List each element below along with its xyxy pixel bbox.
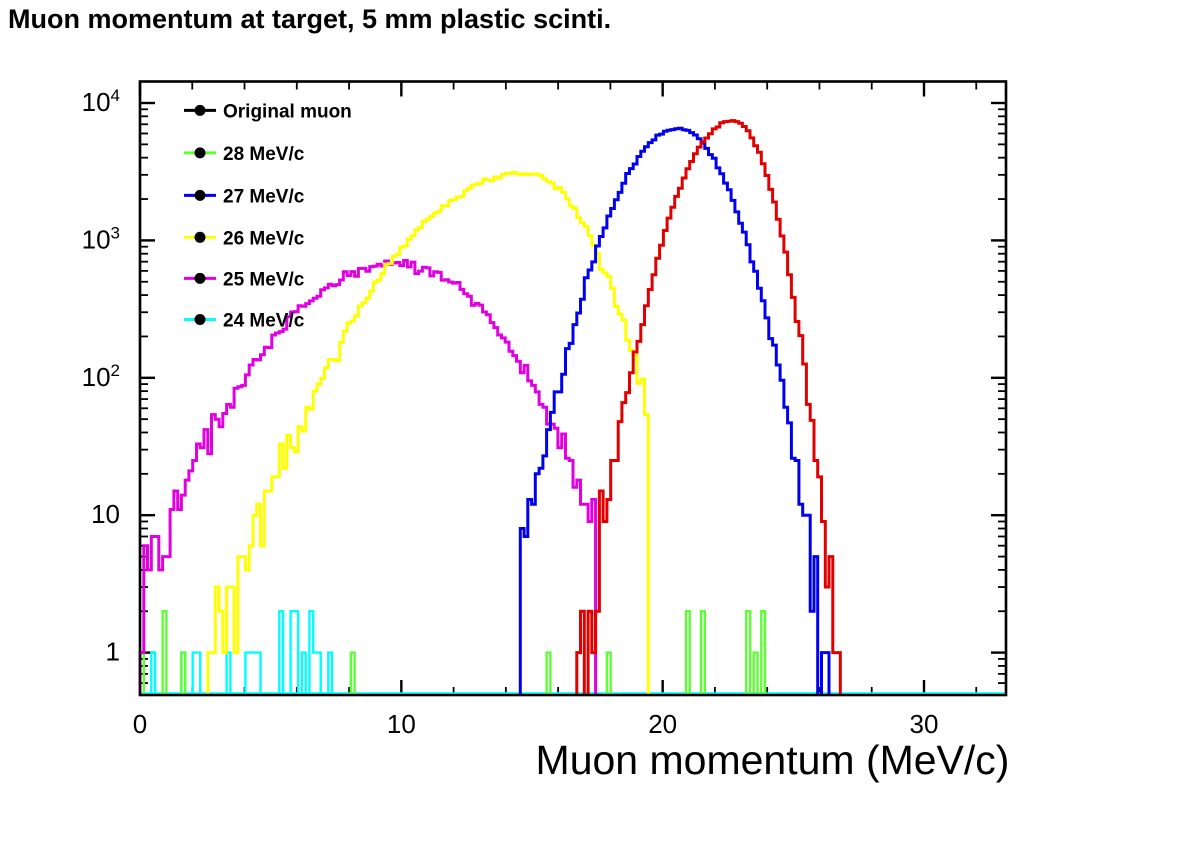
- svg-text:24 MeV/c: 24 MeV/c: [223, 311, 305, 332]
- svg-text:103: 103: [82, 223, 120, 254]
- svg-text:20: 20: [648, 709, 677, 739]
- svg-text:26 MeV/c: 26 MeV/c: [223, 228, 305, 249]
- svg-text:1: 1: [106, 637, 120, 667]
- svg-text:10: 10: [387, 709, 416, 739]
- svg-text:30: 30: [910, 709, 939, 739]
- svg-text:Muon momentum (MeV/c): Muon momentum (MeV/c): [536, 737, 1010, 783]
- svg-text:104: 104: [82, 86, 120, 117]
- svg-text:Original muon: Original muon: [223, 101, 352, 122]
- svg-text:102: 102: [82, 361, 120, 392]
- svg-text:25 MeV/c: 25 MeV/c: [223, 269, 305, 290]
- svg-text:27 MeV/c: 27 MeV/c: [223, 186, 305, 207]
- svg-text:10: 10: [91, 499, 120, 529]
- svg-text:0: 0: [133, 709, 147, 739]
- svg-text:28 MeV/c: 28 MeV/c: [223, 144, 305, 165]
